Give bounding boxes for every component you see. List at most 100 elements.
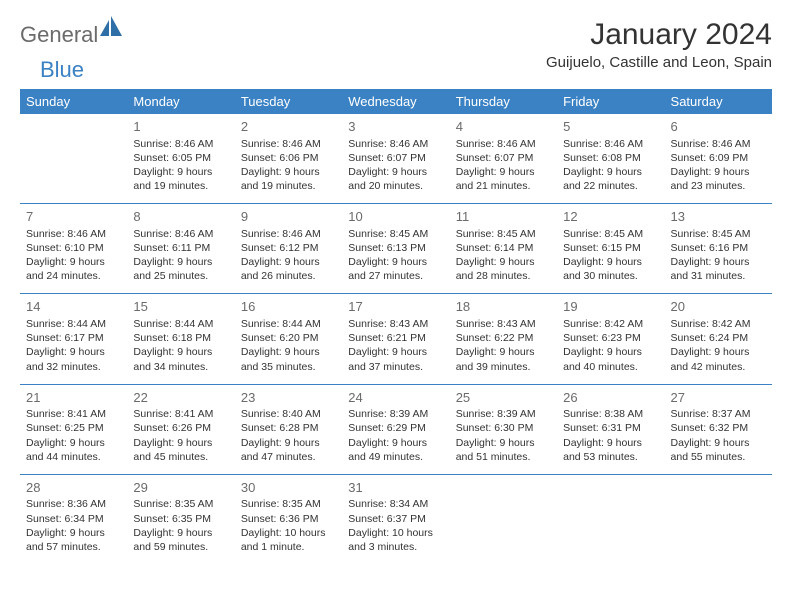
day-cell: 20Sunrise: 8:42 AMSunset: 6:24 PMDayligh… xyxy=(665,294,772,384)
day-info-line: and 23 minutes. xyxy=(671,179,766,193)
day-info-line: Daylight: 9 hours xyxy=(348,255,443,269)
day-info-line: Daylight: 9 hours xyxy=(671,436,766,450)
day-info-line: and 44 minutes. xyxy=(26,450,121,464)
day-info-line: Sunset: 6:06 PM xyxy=(241,151,336,165)
logo: General xyxy=(20,18,122,48)
day-info-line: Sunrise: 8:44 AM xyxy=(26,317,121,331)
day-cell: 29Sunrise: 8:35 AMSunset: 6:35 PMDayligh… xyxy=(127,474,234,564)
day-info-line: Sunset: 6:23 PM xyxy=(563,331,658,345)
day-number: 4 xyxy=(456,118,551,136)
day-info-line: Daylight: 9 hours xyxy=(26,436,121,450)
day-number: 30 xyxy=(241,479,336,497)
day-cell: 21Sunrise: 8:41 AMSunset: 6:25 PMDayligh… xyxy=(20,384,127,474)
day-info-line: Sunset: 6:13 PM xyxy=(348,241,443,255)
day-info-line: and 37 minutes. xyxy=(348,360,443,374)
day-number: 15 xyxy=(133,298,228,316)
day-cell xyxy=(20,114,127,204)
day-info-line: Sunrise: 8:43 AM xyxy=(348,317,443,331)
day-number: 9 xyxy=(241,208,336,226)
day-info-line: Sunset: 6:28 PM xyxy=(241,421,336,435)
day-cell: 7Sunrise: 8:46 AMSunset: 6:10 PMDaylight… xyxy=(20,204,127,294)
day-info-line: Sunrise: 8:42 AM xyxy=(563,317,658,331)
day-cell: 1Sunrise: 8:46 AMSunset: 6:05 PMDaylight… xyxy=(127,114,234,204)
col-saturday: Saturday xyxy=(665,89,772,114)
day-info-line: Daylight: 9 hours xyxy=(26,255,121,269)
day-info-line: Daylight: 9 hours xyxy=(241,345,336,359)
day-cell: 4Sunrise: 8:46 AMSunset: 6:07 PMDaylight… xyxy=(450,114,557,204)
day-number: 31 xyxy=(348,479,443,497)
day-info-line: and 22 minutes. xyxy=(563,179,658,193)
day-number: 8 xyxy=(133,208,228,226)
logo-text-blue: Blue xyxy=(40,57,84,82)
day-info-line: Daylight: 9 hours xyxy=(133,165,228,179)
day-cell: 12Sunrise: 8:45 AMSunset: 6:15 PMDayligh… xyxy=(557,204,664,294)
day-cell: 10Sunrise: 8:45 AMSunset: 6:13 PMDayligh… xyxy=(342,204,449,294)
day-number: 1 xyxy=(133,118,228,136)
day-cell: 26Sunrise: 8:38 AMSunset: 6:31 PMDayligh… xyxy=(557,384,664,474)
day-info-line: Sunrise: 8:41 AM xyxy=(26,407,121,421)
day-info-line: and 47 minutes. xyxy=(241,450,336,464)
day-info-line: Sunset: 6:18 PM xyxy=(133,331,228,345)
day-info-line: Sunrise: 8:35 AM xyxy=(133,497,228,511)
day-info-line: Sunset: 6:21 PM xyxy=(348,331,443,345)
day-info-line: Daylight: 9 hours xyxy=(563,436,658,450)
day-cell: 17Sunrise: 8:43 AMSunset: 6:21 PMDayligh… xyxy=(342,294,449,384)
day-info-line: Daylight: 9 hours xyxy=(133,436,228,450)
day-info-line: Sunset: 6:07 PM xyxy=(456,151,551,165)
day-info-line: and 25 minutes. xyxy=(133,269,228,283)
day-number: 6 xyxy=(671,118,766,136)
day-cell: 25Sunrise: 8:39 AMSunset: 6:30 PMDayligh… xyxy=(450,384,557,474)
day-cell: 13Sunrise: 8:45 AMSunset: 6:16 PMDayligh… xyxy=(665,204,772,294)
day-info-line: Daylight: 9 hours xyxy=(26,526,121,540)
calendar-table: Sunday Monday Tuesday Wednesday Thursday… xyxy=(20,89,772,564)
day-cell xyxy=(450,474,557,564)
day-info-line: and 49 minutes. xyxy=(348,450,443,464)
col-tuesday: Tuesday xyxy=(235,89,342,114)
day-info-line: Daylight: 9 hours xyxy=(563,165,658,179)
logo-text-general: General xyxy=(20,22,98,48)
day-info-line: Sunrise: 8:45 AM xyxy=(671,227,766,241)
day-cell: 27Sunrise: 8:37 AMSunset: 6:32 PMDayligh… xyxy=(665,384,772,474)
day-info-line: Daylight: 9 hours xyxy=(671,345,766,359)
day-info-line: Daylight: 9 hours xyxy=(348,345,443,359)
day-info-line: Daylight: 9 hours xyxy=(26,345,121,359)
day-cell: 28Sunrise: 8:36 AMSunset: 6:34 PMDayligh… xyxy=(20,474,127,564)
sails-icon xyxy=(100,16,122,41)
day-info-line: Sunset: 6:11 PM xyxy=(133,241,228,255)
day-info-line: Sunset: 6:34 PM xyxy=(26,512,121,526)
day-info-line: and 53 minutes. xyxy=(563,450,658,464)
day-info-line: and 39 minutes. xyxy=(456,360,551,374)
day-cell: 11Sunrise: 8:45 AMSunset: 6:14 PMDayligh… xyxy=(450,204,557,294)
day-info-line: Sunset: 6:14 PM xyxy=(456,241,551,255)
day-info-line: Sunrise: 8:46 AM xyxy=(133,137,228,151)
day-number: 10 xyxy=(348,208,443,226)
day-number: 27 xyxy=(671,389,766,407)
day-info-line: Sunset: 6:15 PM xyxy=(563,241,658,255)
day-number: 17 xyxy=(348,298,443,316)
day-info-line: Sunrise: 8:46 AM xyxy=(563,137,658,151)
col-friday: Friday xyxy=(557,89,664,114)
day-info-line: Sunset: 6:16 PM xyxy=(671,241,766,255)
day-info-line: Daylight: 9 hours xyxy=(563,345,658,359)
day-info-line: Sunrise: 8:46 AM xyxy=(348,137,443,151)
day-number: 5 xyxy=(563,118,658,136)
day-number: 20 xyxy=(671,298,766,316)
day-info-line: Sunset: 6:12 PM xyxy=(241,241,336,255)
day-number: 21 xyxy=(26,389,121,407)
day-number: 7 xyxy=(26,208,121,226)
day-info-line: Sunrise: 8:44 AM xyxy=(241,317,336,331)
day-info-line: and 35 minutes. xyxy=(241,360,336,374)
day-cell: 24Sunrise: 8:39 AMSunset: 6:29 PMDayligh… xyxy=(342,384,449,474)
day-number: 2 xyxy=(241,118,336,136)
day-info-line: Daylight: 9 hours xyxy=(456,436,551,450)
day-info-line: and 28 minutes. xyxy=(456,269,551,283)
day-info-line: and 20 minutes. xyxy=(348,179,443,193)
day-info-line: Sunrise: 8:39 AM xyxy=(456,407,551,421)
day-info-line: and 57 minutes. xyxy=(26,540,121,554)
day-info-line: Daylight: 9 hours xyxy=(456,345,551,359)
day-info-line: and 51 minutes. xyxy=(456,450,551,464)
day-info-line: and 24 minutes. xyxy=(26,269,121,283)
day-info-line: and 40 minutes. xyxy=(563,360,658,374)
day-info-line: Daylight: 9 hours xyxy=(241,436,336,450)
day-cell: 5Sunrise: 8:46 AMSunset: 6:08 PMDaylight… xyxy=(557,114,664,204)
